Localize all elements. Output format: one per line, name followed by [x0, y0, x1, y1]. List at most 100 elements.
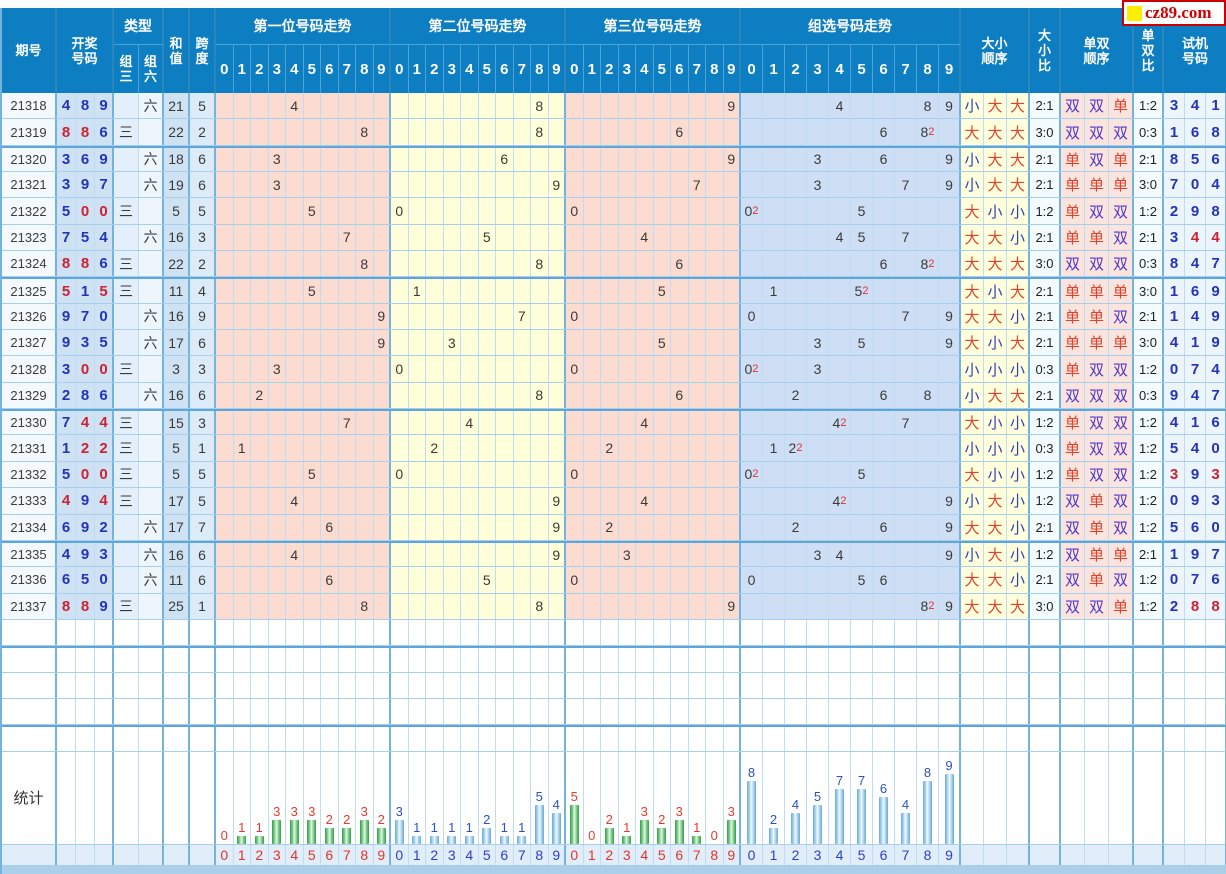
row-21319-par-2: 双 [1109, 119, 1134, 145]
digits-t3-0: 0 [566, 844, 584, 865]
empty-1-t2-8 [531, 648, 549, 672]
digits-par-1 [1085, 844, 1109, 865]
row-21336-t2-7 [513, 567, 531, 593]
row-21332-par-0: 单 [1061, 461, 1085, 488]
stat-count-t2-4: 1 [465, 820, 473, 836]
empty-2-test-2 [1206, 672, 1226, 699]
row-21334-t2-1 [408, 514, 426, 540]
empty-4-t3-8 [706, 727, 724, 751]
row-21327-sum: 17 [164, 330, 190, 356]
row-21337-test-1: 8 [1185, 593, 1206, 619]
row-21324-g-3 [807, 251, 829, 277]
row-21330-t1-6 [321, 411, 339, 435]
row-21323-t1-1 [233, 224, 251, 251]
stats-t1-7: 2 [339, 751, 356, 844]
digits-t1-4: 4 [286, 844, 304, 865]
empty-4-size-1 [984, 727, 1007, 751]
row-21325-t3-9 [723, 279, 741, 303]
stat-bar-g-7 [901, 812, 910, 844]
row-21319-t2-5 [478, 119, 496, 145]
row-21336-t2-6 [496, 567, 514, 593]
row-21325-t1-7 [338, 279, 356, 303]
row-21335-t1-0 [216, 542, 234, 567]
row-21324-t2-7 [513, 251, 531, 277]
row-21330-t3-0 [566, 411, 584, 435]
row-21324-g-1 [763, 251, 785, 277]
empty-4-par-0 [1061, 727, 1085, 751]
row-21327-type-1: 六 [139, 330, 164, 356]
empty-2-t2-9 [549, 672, 566, 699]
row-21328-t1-3: 3 [268, 356, 286, 382]
empty-2-t3-5 [654, 672, 671, 699]
row-21328-test-1: 7 [1185, 356, 1206, 382]
row-21334-t3-4 [636, 514, 654, 540]
empty-2-t3-0 [566, 672, 584, 699]
row-21328-t3-0: 0 [566, 356, 584, 382]
row-21321-t1-0 [216, 172, 234, 198]
row-21321-t1-3: 3 [268, 172, 286, 198]
row-21322-t2-0: 0 [391, 198, 409, 224]
row-21318-t2-9 [548, 93, 566, 119]
row-21337-t3-0 [566, 593, 584, 619]
col-header-pos1-trend-digit-8: 8 [356, 45, 374, 93]
row-21323-type-1: 六 [139, 224, 164, 251]
row-21335-g-2 [785, 542, 807, 567]
row-21327-t1-4 [286, 330, 304, 356]
row-21326-open-2: 0 [95, 303, 114, 330]
row-21336-t3-3 [618, 567, 636, 593]
row-21325-type-0: 三 [114, 279, 139, 303]
row-21322-par-0: 单 [1061, 198, 1085, 224]
row-21333-t1-0 [216, 488, 234, 514]
row-21328-t2-6 [496, 356, 514, 382]
row-21336-par-2: 双 [1109, 567, 1134, 593]
row-21326-t1-3 [268, 303, 286, 330]
row-21320-g-9: 9 [939, 147, 961, 172]
trend-row-21335: 21335 4 9 3 六 16 6 4 9 3 3 4 9 小大小 1:2 双单单 2:1 1 9 7 [2, 540, 1226, 568]
row-21321-span: 6 [190, 172, 216, 198]
empty-4-g-8 [917, 727, 939, 751]
digits-g-5: 5 [851, 844, 873, 865]
empty-1-t1-7 [339, 648, 356, 672]
empty-2-pr [1134, 672, 1164, 699]
empty-0-t1-7 [339, 619, 356, 646]
row-21320-t2-4 [461, 147, 479, 172]
empty-3-test-2 [1206, 699, 1226, 725]
digits-t2-9: 9 [548, 844, 566, 865]
stats-sum [164, 751, 190, 844]
row-21322-pr: 1:2 [1134, 198, 1164, 224]
row-21330-t3-4: 4 [636, 411, 654, 435]
row-21327-g-0 [741, 330, 763, 356]
row-21323-t2-5: 5 [478, 224, 496, 251]
row-21326-g-8 [917, 303, 939, 330]
row-21329-t1-0 [216, 382, 234, 409]
row-21320-span: 6 [190, 147, 216, 172]
row-21333-t1-4: 4 [286, 488, 304, 514]
empty-1-t2-5 [479, 648, 496, 672]
row-21332-size-2: 小 [1007, 461, 1030, 488]
row-21328-open-1: 0 [76, 356, 95, 382]
digits-t2-0: 0 [391, 844, 409, 865]
row-21336-g-1 [763, 567, 785, 593]
cz89-logo-link[interactable]: cz89.com [1122, 0, 1226, 26]
row-21318-g-0 [741, 93, 763, 119]
empty-3-g-7 [895, 699, 917, 725]
row-21326-t2-9 [548, 303, 566, 330]
empty-0-t1-9 [374, 619, 391, 646]
digits-t1-5: 5 [303, 844, 321, 865]
row-21321-t3-9 [723, 172, 741, 198]
row-21330-test-2: 6 [1206, 411, 1226, 435]
row-21337-t3-6 [671, 593, 689, 619]
row-21334-open-2: 2 [95, 514, 114, 540]
row-21320-t1-1 [233, 147, 251, 172]
row-21334-size-0: 大 [961, 514, 984, 540]
empty-0-t3-8 [706, 619, 724, 646]
row-21329-g-4 [829, 382, 851, 409]
trend-row-21327: 21327 9 3 5 六 17 6 9 3 5 3 5 9 大小大 2:1 单单单 3:0 4 1 9 [2, 330, 1226, 357]
row-21334-t2-5 [478, 514, 496, 540]
row-21330-t2-7 [513, 411, 531, 435]
empty-1-period [2, 648, 57, 672]
trend-row-21329: 21329 2 8 6 六 16 6 2 8 6 2 6 8 小大大 2:1 双双双 0:3 9 4 7 [2, 382, 1226, 410]
row-21326-t3-7 [688, 303, 706, 330]
